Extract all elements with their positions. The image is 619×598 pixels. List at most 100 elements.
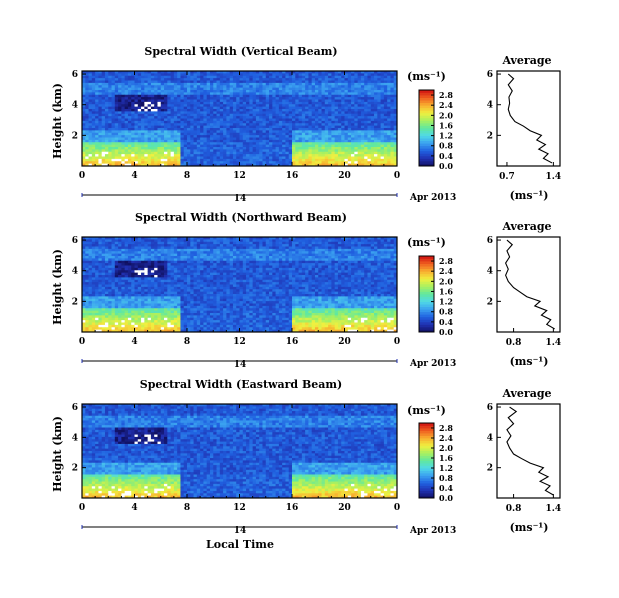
heatmap-cell: [246, 128, 250, 131]
heatmap-cell: [269, 104, 273, 108]
heatmap-cell: [252, 139, 257, 143]
heatmap-cell: [275, 71, 280, 74]
heatmap-cell: [255, 113, 260, 117]
heatmap-cell: [219, 123, 224, 127]
heatmap-cell: [124, 246, 129, 250]
heatmap-cell: [131, 237, 135, 240]
heatmap-cell: [380, 97, 385, 100]
heatmap-cell: [213, 156, 217, 160]
heatmap-cell: [160, 251, 165, 255]
heatmap-cell: [209, 158, 214, 162]
heatmap-cell: [321, 137, 326, 141]
heatmap-cell: [190, 132, 194, 136]
heatmap-cell: [187, 85, 191, 89]
heatmap-cell: [150, 75, 155, 79]
heatmap-cell: [131, 260, 135, 264]
heatmap-cell: [354, 82, 359, 86]
heatmap-cell: [360, 90, 365, 93]
heatmap-cell: [114, 99, 119, 103]
heatmap-cell: [147, 237, 152, 240]
heatmap-cell: [88, 78, 93, 81]
heatmap-cell: [324, 147, 329, 150]
heatmap-cell: [131, 132, 135, 136]
heatmap-cell: [173, 137, 178, 141]
heatmap-cell: [298, 94, 303, 98]
heatmap-cell: [236, 161, 240, 165]
heatmap-cell: [374, 111, 378, 115]
heatmap-cell: [265, 123, 270, 127]
heatmap-cell: [101, 163, 106, 167]
heatmap-cell: [108, 106, 112, 110]
heatmap-cell: [377, 142, 381, 146]
heatmap-cell: [262, 156, 267, 160]
heatmap-cell: [393, 73, 398, 77]
heatmap-cell: [298, 248, 303, 252]
heatmap-cell: [321, 248, 326, 252]
heatmap-cell: [377, 90, 381, 93]
heatmap-cell: [111, 90, 116, 93]
heatmap-cell: [275, 97, 280, 100]
colorbar-tick-label: 0.4: [439, 151, 453, 161]
heatmap-cell: [167, 97, 171, 100]
heatmap-cell: [164, 130, 168, 134]
heatmap-cell: [203, 132, 208, 136]
heatmap-cell: [255, 158, 260, 162]
heatmap-cell: [131, 71, 135, 74]
heatmap-cell: [170, 156, 175, 160]
heatmap-cell: [229, 161, 234, 165]
heatmap-cell: [134, 94, 139, 98]
heatmap-cell: [347, 94, 352, 98]
colorbar-segment: [419, 150, 434, 154]
heatmap-cell: [360, 135, 365, 138]
heatmap-cell: [347, 87, 352, 91]
heatmap-cell: [387, 118, 391, 122]
heatmap-cell: [239, 161, 244, 165]
heatmap-cell: [190, 123, 194, 127]
heatmap-cell: [101, 118, 106, 122]
heatmap-cell: [141, 92, 145, 96]
heatmap-cell: [236, 73, 240, 77]
heatmap-cell: [265, 253, 270, 257]
heatmap-cell: [95, 92, 99, 96]
heatmap-cell: [324, 246, 329, 250]
heatmap-cell: [118, 82, 122, 86]
heatmap-cell: [262, 90, 267, 93]
heatmap-cell: [377, 130, 381, 134]
heatmap-cell: [282, 156, 286, 160]
heatmap-cell: [131, 94, 135, 98]
heatmap-cell: [393, 85, 398, 89]
heatmap-cell: [374, 90, 378, 93]
heatmap-cell: [242, 241, 247, 245]
heatmap-cell: [239, 116, 244, 119]
heatmap-cell: [187, 135, 191, 138]
heatmap-cell: [131, 104, 135, 108]
heatmap-cell: [91, 104, 96, 108]
heatmap-cell: [154, 251, 158, 255]
heatmap-cell: [242, 106, 247, 110]
heatmap-cell: [278, 109, 283, 112]
heatmap-cell: [308, 132, 313, 136]
heatmap-cell: [301, 101, 306, 105]
heatmap-cell: [390, 135, 395, 138]
heatmap-cell: [311, 116, 316, 119]
heatmap-cell: [295, 244, 299, 247]
heatmap-cell: [387, 158, 391, 162]
heatmap-cell: [111, 241, 116, 245]
heatmap-cell: [193, 163, 198, 167]
heatmap-cell: [226, 120, 231, 124]
heatmap-cell: [328, 156, 332, 160]
heatmap-cell: [104, 92, 109, 96]
heatmap-cell: [88, 258, 93, 262]
heatmap-cell: [98, 73, 103, 77]
heatmap-cell: [183, 132, 188, 136]
heatmap-cell: [154, 132, 158, 136]
heatmap-cell: [193, 161, 198, 165]
heatmap-cell: [331, 248, 336, 252]
heatmap-cell: [85, 151, 89, 155]
heatmap-cell: [308, 113, 313, 117]
heatmap-cell: [374, 142, 378, 146]
heatmap-cell: [360, 241, 365, 245]
heatmap-cell: [170, 244, 175, 247]
heatmap-cell: [121, 113, 126, 117]
